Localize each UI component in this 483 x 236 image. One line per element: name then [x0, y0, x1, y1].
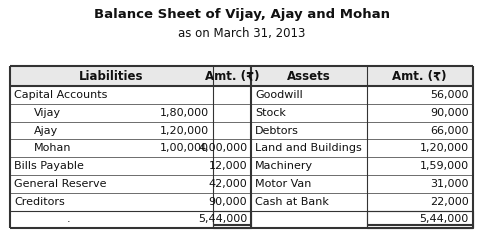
Bar — [10, 66, 473, 86]
Text: Balance Sheet of Vijay, Ajay and Mohan: Balance Sheet of Vijay, Ajay and Mohan — [94, 8, 389, 21]
Text: 1,20,000: 1,20,000 — [420, 143, 469, 153]
Text: 5,44,000: 5,44,000 — [198, 214, 247, 224]
Text: Cash at Bank: Cash at Bank — [255, 197, 329, 207]
Text: Vijay: Vijay — [33, 108, 60, 118]
Text: 1,59,000: 1,59,000 — [420, 161, 469, 171]
Text: 90,000: 90,000 — [209, 197, 247, 207]
Text: Stock: Stock — [255, 108, 286, 118]
Text: 12,000: 12,000 — [209, 161, 247, 171]
Text: Ajay: Ajay — [33, 126, 57, 135]
Text: Machinery: Machinery — [255, 161, 313, 171]
Text: Goodwill: Goodwill — [255, 90, 303, 100]
Text: Land and Buildings: Land and Buildings — [255, 143, 362, 153]
Text: 1,20,000: 1,20,000 — [159, 126, 209, 135]
Text: 5,44,000: 5,44,000 — [420, 214, 469, 224]
Text: Debtors: Debtors — [255, 126, 299, 135]
Text: Motor Van: Motor Van — [255, 179, 312, 189]
Text: Amt. (₹): Amt. (₹) — [205, 70, 259, 83]
Text: Capital Accounts: Capital Accounts — [14, 90, 108, 100]
Bar — [213, 211, 251, 228]
Text: .: . — [66, 214, 70, 224]
Text: 1,80,000: 1,80,000 — [159, 108, 209, 118]
Text: as on March 31, 2013: as on March 31, 2013 — [178, 26, 305, 39]
Text: 22,000: 22,000 — [430, 197, 469, 207]
Text: 42,000: 42,000 — [209, 179, 247, 189]
Text: General Reserve: General Reserve — [14, 179, 107, 189]
Text: 31,000: 31,000 — [430, 179, 469, 189]
Bar — [367, 211, 473, 228]
Text: Liabilities: Liabilities — [79, 70, 144, 83]
Text: 56,000: 56,000 — [430, 90, 469, 100]
Text: Mohan: Mohan — [33, 143, 71, 153]
Text: 1,00,000: 1,00,000 — [160, 143, 209, 153]
Text: Bills Payable: Bills Payable — [14, 161, 84, 171]
Text: Creditors: Creditors — [14, 197, 65, 207]
Text: Assets: Assets — [287, 70, 331, 83]
Text: 4,00,000: 4,00,000 — [198, 143, 247, 153]
Text: 66,000: 66,000 — [430, 126, 469, 135]
Text: 90,000: 90,000 — [430, 108, 469, 118]
Text: Amt. (₹): Amt. (₹) — [393, 70, 447, 83]
